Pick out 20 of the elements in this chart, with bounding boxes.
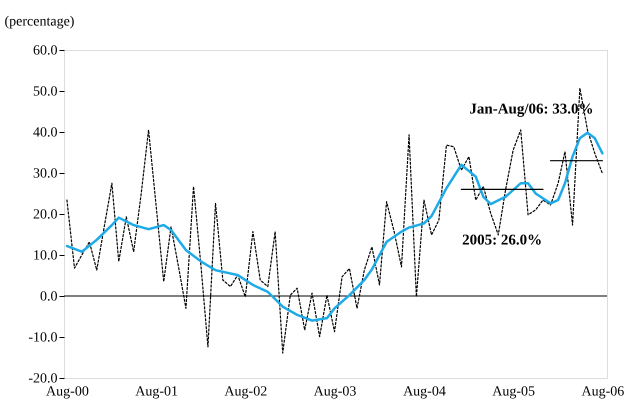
x-tick-label: Aug-05	[492, 384, 536, 400]
y-tick-label: -10.0	[28, 330, 58, 346]
annotation: 2005: 26.0%	[462, 232, 542, 248]
line-series	[66, 132, 604, 322]
x-tick-label: Aug-00	[46, 384, 89, 400]
y-tick-label: -20.0	[28, 372, 58, 386]
x-tick-label: Aug-01	[135, 384, 178, 400]
x-tick-label: Aug-02	[224, 384, 268, 400]
y-tick-label: 10.0	[33, 248, 58, 264]
y-tick-label: 0.0	[40, 290, 58, 304]
y-axis-title: (percentage)	[4, 14, 75, 30]
y-tick-label: 50.0	[33, 84, 58, 100]
y-tick-label: 60.0	[33, 44, 58, 58]
x-tick-label: Aug-03	[314, 384, 356, 400]
y-tick-label: 40.0	[33, 126, 58, 140]
y-tick-label: 20.0	[33, 208, 58, 222]
y-tick-label: 30.0	[33, 166, 58, 182]
x-tick-label: Aug-04	[403, 384, 446, 400]
line-series	[66, 88, 603, 354]
x-tick-label: Aug-06	[581, 384, 624, 400]
